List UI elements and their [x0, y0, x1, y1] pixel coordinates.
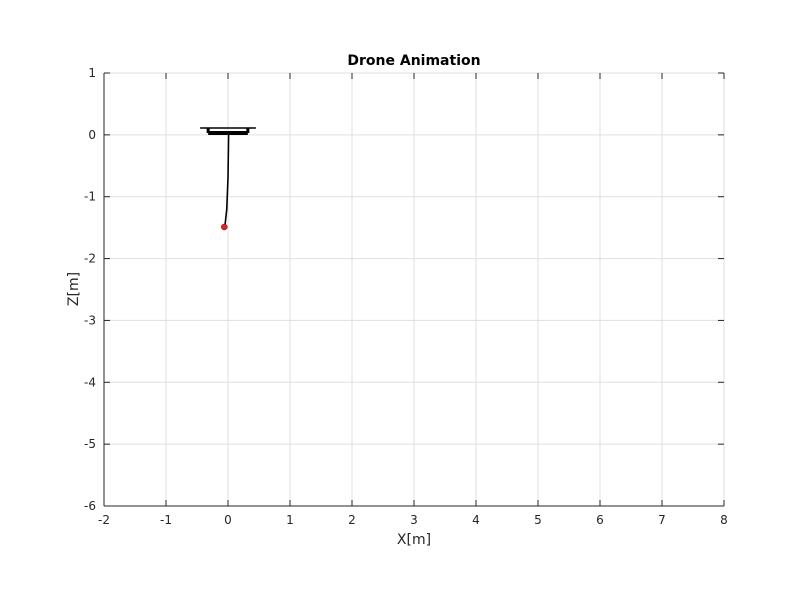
y-tick-label: -4 [84, 375, 96, 389]
x-axis-label: X[m] [397, 532, 431, 548]
tick-marks [103, 72, 725, 507]
tick-labels: -2 -1 0 1 2 3 4 5 6 7 8 -6 -5 -4 -3 -2 -1 0 1 [84, 66, 728, 527]
x-tick-label: 7 [658, 513, 666, 527]
y-tick-label: -3 [84, 313, 96, 327]
x-tick-label: 6 [596, 513, 604, 527]
y-tick-label: -5 [84, 437, 96, 451]
x-tick-label: 4 [472, 513, 480, 527]
y-tick-label: -6 [84, 499, 96, 513]
x-tick-label: 3 [410, 513, 418, 527]
tether-line [224, 133, 230, 227]
x-tick-label: 0 [224, 513, 232, 527]
y-tick-label: 1 [88, 66, 96, 80]
payload-marker [221, 223, 228, 231]
x-tick-label: 8 [720, 513, 728, 527]
y-tick-label: -1 [84, 190, 96, 204]
chart-title: Drone Animation [347, 53, 480, 69]
y-tick-label: 0 [88, 128, 96, 142]
y-axis-label: Z[m] [66, 272, 82, 306]
x-tick-label: -1 [160, 513, 172, 527]
y-tick-label: -2 [84, 252, 96, 266]
plot-data [200, 127, 256, 231]
x-tick-label: 5 [534, 513, 542, 527]
x-tick-label: 1 [286, 513, 294, 527]
x-tick-label: 2 [348, 513, 356, 527]
x-tick-label: -2 [98, 513, 110, 527]
